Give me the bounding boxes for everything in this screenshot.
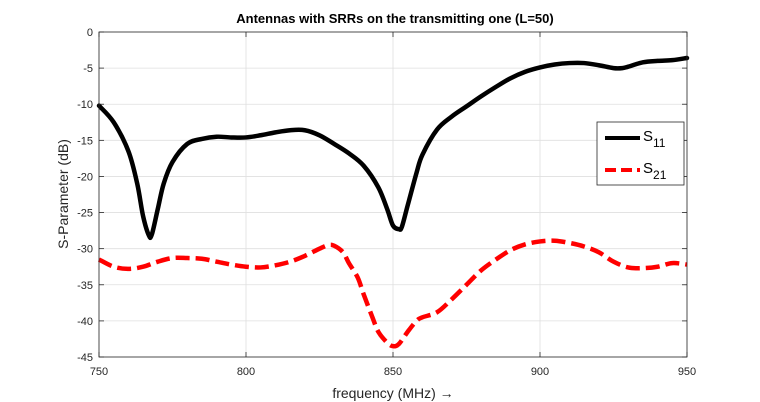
legend-label-s21-sub: 21 bbox=[653, 168, 667, 182]
x-tick-label: 850 bbox=[384, 366, 402, 378]
x-tick-label: 900 bbox=[531, 366, 549, 378]
y-tick-label: 0 bbox=[87, 27, 93, 39]
x-tick-label: 950 bbox=[678, 366, 696, 378]
x-tick-label: 800 bbox=[237, 366, 255, 378]
legend-label-s11-main: S bbox=[643, 128, 653, 145]
y-axis-label: S-Parameter (dB) bbox=[55, 139, 71, 249]
series-layer bbox=[96, 55, 690, 349]
series-line-s11 bbox=[96, 55, 690, 240]
legend-label-s21-main: S bbox=[643, 160, 653, 177]
y-tick-label: -10 bbox=[77, 99, 93, 111]
chart-title: Antennas with SRRs on the transmitting o… bbox=[236, 11, 553, 26]
y-tick-label: -15 bbox=[77, 135, 93, 147]
y-tick-label: -5 bbox=[83, 63, 93, 75]
legend-box bbox=[596, 121, 685, 186]
y-tick-label: -35 bbox=[77, 280, 93, 292]
legend: S11 S21 bbox=[596, 121, 685, 186]
y-tick-label: -45 bbox=[77, 352, 93, 364]
legend-label-s11-sub: 11 bbox=[653, 136, 666, 150]
y-tick-label: -40 bbox=[77, 316, 93, 328]
y-tick-label: -30 bbox=[77, 244, 93, 256]
legend-label-s21: S21 bbox=[643, 160, 667, 182]
y-tick-label: -20 bbox=[77, 171, 93, 183]
y-ticks: 0 -5 -10 -15 -20 -25 -30 -35 -40 -45 bbox=[77, 27, 687, 364]
series-line-s21 bbox=[97, 238, 688, 349]
x-tick-label: 750 bbox=[90, 366, 108, 378]
x-axis-label: frequency (MHz) → bbox=[332, 385, 453, 401]
y-tick-label: -25 bbox=[77, 208, 93, 220]
legend-label-s11: S11 bbox=[643, 128, 666, 150]
x-ticks: 750 800 850 900 950 bbox=[90, 32, 696, 378]
